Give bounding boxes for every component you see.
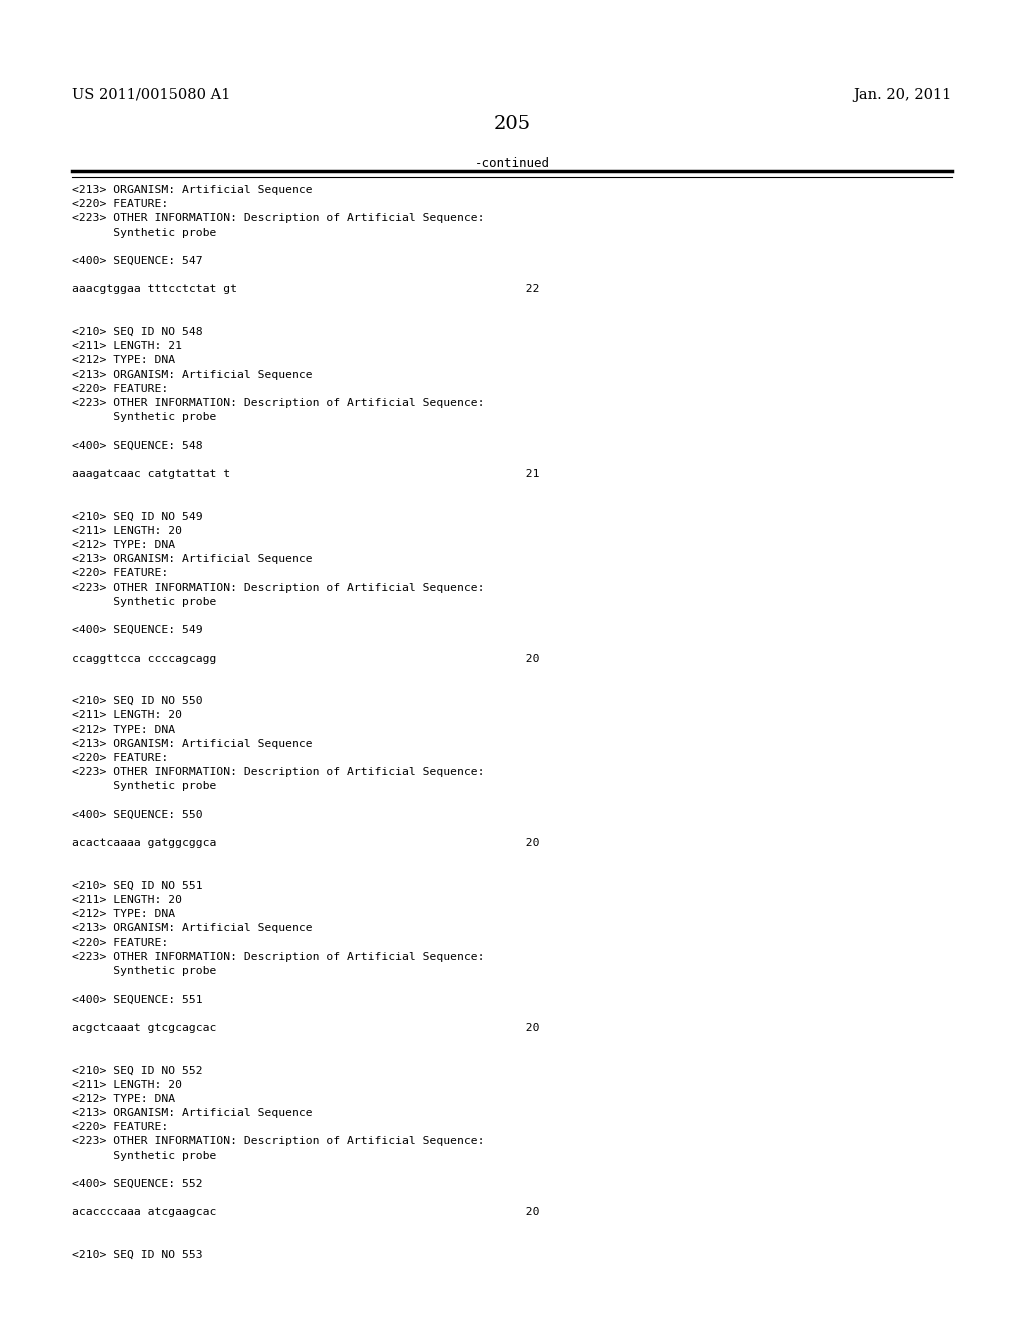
Text: ccaggttcca ccccagcagg                                             20: ccaggttcca ccccagcagg 20 — [72, 653, 540, 664]
Text: Synthetic probe: Synthetic probe — [72, 597, 216, 607]
Text: <211> LENGTH: 21: <211> LENGTH: 21 — [72, 341, 182, 351]
Text: <213> ORGANISM: Artificial Sequence: <213> ORGANISM: Artificial Sequence — [72, 739, 312, 748]
Text: <223> OTHER INFORMATION: Description of Artificial Sequence:: <223> OTHER INFORMATION: Description of … — [72, 767, 484, 777]
Text: <210> SEQ ID NO 548: <210> SEQ ID NO 548 — [72, 327, 203, 337]
Text: acgctcaaat gtcgcagcac                                             20: acgctcaaat gtcgcagcac 20 — [72, 1023, 540, 1032]
Text: <212> TYPE: DNA: <212> TYPE: DNA — [72, 1094, 175, 1104]
Text: <400> SEQUENCE: 549: <400> SEQUENCE: 549 — [72, 626, 203, 635]
Text: <400> SEQUENCE: 551: <400> SEQUENCE: 551 — [72, 994, 203, 1005]
Text: aaagatcaac catgtattat t                                           21: aaagatcaac catgtattat t 21 — [72, 469, 540, 479]
Text: <223> OTHER INFORMATION: Description of Artificial Sequence:: <223> OTHER INFORMATION: Description of … — [72, 214, 484, 223]
Text: <212> TYPE: DNA: <212> TYPE: DNA — [72, 540, 175, 550]
Text: <223> OTHER INFORMATION: Description of Artificial Sequence:: <223> OTHER INFORMATION: Description of … — [72, 399, 484, 408]
Text: Synthetic probe: Synthetic probe — [72, 227, 216, 238]
Text: <211> LENGTH: 20: <211> LENGTH: 20 — [72, 895, 182, 906]
Text: acactcaaaa gatggcggca                                             20: acactcaaaa gatggcggca 20 — [72, 838, 540, 849]
Text: <400> SEQUENCE: 552: <400> SEQUENCE: 552 — [72, 1179, 203, 1189]
Text: Synthetic probe: Synthetic probe — [72, 1151, 216, 1160]
Text: <213> ORGANISM: Artificial Sequence: <213> ORGANISM: Artificial Sequence — [72, 185, 312, 195]
Text: US 2011/0015080 A1: US 2011/0015080 A1 — [72, 88, 230, 102]
Text: <220> FEATURE:: <220> FEATURE: — [72, 1122, 168, 1133]
Text: Jan. 20, 2011: Jan. 20, 2011 — [854, 88, 952, 102]
Text: <210> SEQ ID NO 549: <210> SEQ ID NO 549 — [72, 512, 203, 521]
Text: <210> SEQ ID NO 551: <210> SEQ ID NO 551 — [72, 880, 203, 891]
Text: <400> SEQUENCE: 547: <400> SEQUENCE: 547 — [72, 256, 203, 267]
Text: -continued: -continued — [474, 157, 550, 170]
Text: <213> ORGANISM: Artificial Sequence: <213> ORGANISM: Artificial Sequence — [72, 1107, 312, 1118]
Text: aaacgtggaa tttcctctat gt                                          22: aaacgtggaa tttcctctat gt 22 — [72, 284, 540, 294]
Text: <210> SEQ ID NO 550: <210> SEQ ID NO 550 — [72, 696, 203, 706]
Text: <213> ORGANISM: Artificial Sequence: <213> ORGANISM: Artificial Sequence — [72, 924, 312, 933]
Text: <212> TYPE: DNA: <212> TYPE: DNA — [72, 355, 175, 366]
Text: <220> FEATURE:: <220> FEATURE: — [72, 937, 168, 948]
Text: <400> SEQUENCE: 550: <400> SEQUENCE: 550 — [72, 809, 203, 820]
Text: <211> LENGTH: 20: <211> LENGTH: 20 — [72, 710, 182, 721]
Text: <213> ORGANISM: Artificial Sequence: <213> ORGANISM: Artificial Sequence — [72, 554, 312, 564]
Text: Synthetic probe: Synthetic probe — [72, 781, 216, 792]
Text: <210> SEQ ID NO 553: <210> SEQ ID NO 553 — [72, 1250, 203, 1261]
Text: <212> TYPE: DNA: <212> TYPE: DNA — [72, 725, 175, 735]
Text: <223> OTHER INFORMATION: Description of Artificial Sequence:: <223> OTHER INFORMATION: Description of … — [72, 952, 484, 962]
Text: <223> OTHER INFORMATION: Description of Artificial Sequence:: <223> OTHER INFORMATION: Description of … — [72, 582, 484, 593]
Text: <213> ORGANISM: Artificial Sequence: <213> ORGANISM: Artificial Sequence — [72, 370, 312, 380]
Text: <211> LENGTH: 20: <211> LENGTH: 20 — [72, 1080, 182, 1089]
Text: acaccccaaa atcgaagcac                                             20: acaccccaaa atcgaagcac 20 — [72, 1208, 540, 1217]
Text: <220> FEATURE:: <220> FEATURE: — [72, 199, 168, 209]
Text: <220> FEATURE:: <220> FEATURE: — [72, 752, 168, 763]
Text: <220> FEATURE:: <220> FEATURE: — [72, 569, 168, 578]
Text: <212> TYPE: DNA: <212> TYPE: DNA — [72, 909, 175, 919]
Text: Synthetic probe: Synthetic probe — [72, 412, 216, 422]
Text: 205: 205 — [494, 115, 530, 133]
Text: <220> FEATURE:: <220> FEATURE: — [72, 384, 168, 393]
Text: <400> SEQUENCE: 548: <400> SEQUENCE: 548 — [72, 441, 203, 450]
Text: <210> SEQ ID NO 552: <210> SEQ ID NO 552 — [72, 1065, 203, 1076]
Text: <211> LENGTH: 20: <211> LENGTH: 20 — [72, 525, 182, 536]
Text: <223> OTHER INFORMATION: Description of Artificial Sequence:: <223> OTHER INFORMATION: Description of … — [72, 1137, 484, 1146]
Text: Synthetic probe: Synthetic probe — [72, 966, 216, 975]
